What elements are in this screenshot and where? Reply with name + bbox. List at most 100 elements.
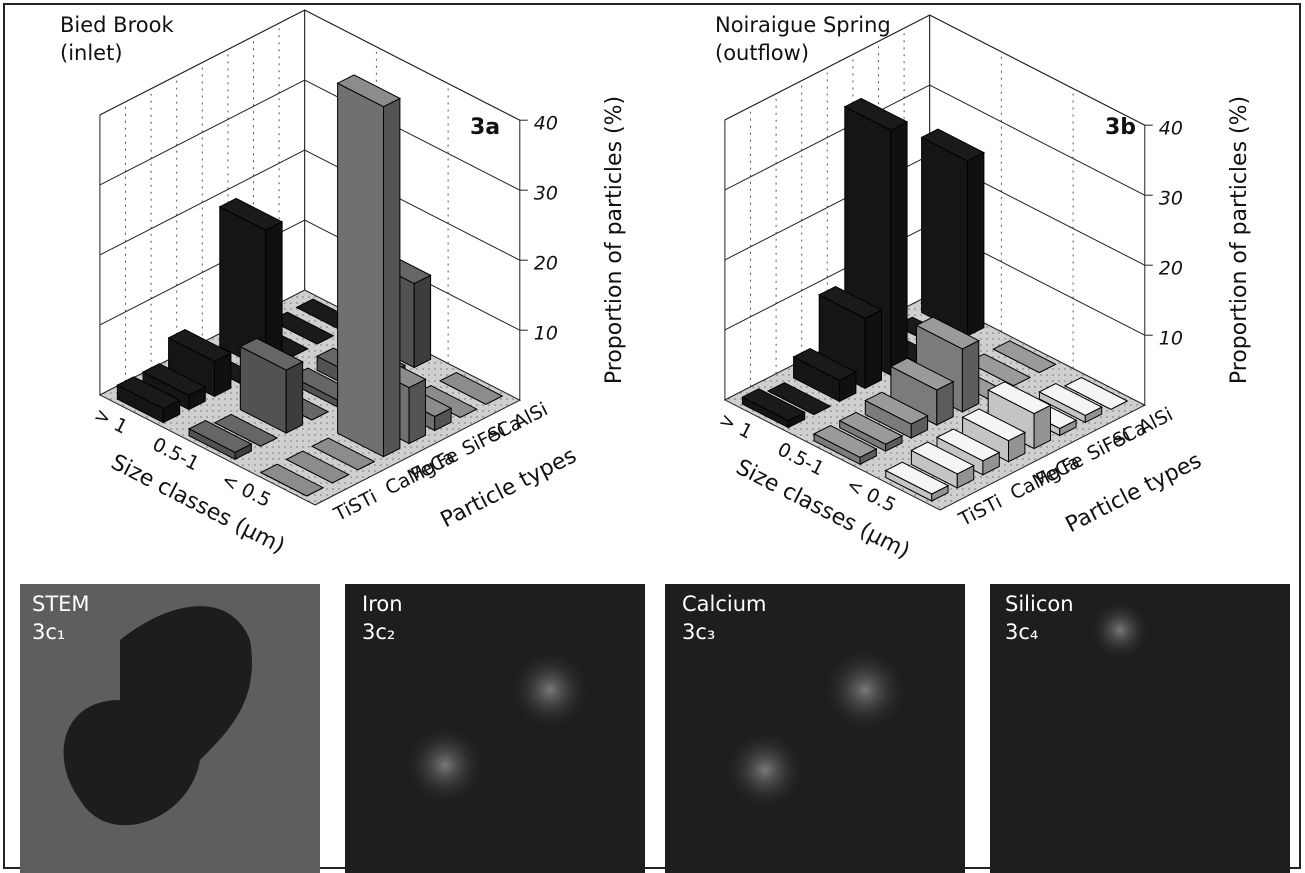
bar-face (967, 151, 985, 337)
grid-line (724, 14, 1146, 126)
bar (961, 408, 1027, 463)
bar (992, 340, 1057, 374)
bar (438, 371, 504, 405)
bar (818, 285, 883, 390)
bar (310, 437, 376, 471)
bar-face (890, 121, 908, 377)
bar-top (818, 285, 883, 319)
bar-top (766, 382, 832, 416)
bar-top (966, 353, 1032, 387)
bar-top (992, 340, 1057, 374)
grid-line (99, 9, 521, 121)
bar-top (285, 450, 350, 484)
bar (884, 461, 950, 502)
bar-top (920, 128, 986, 162)
bar-face (285, 360, 304, 434)
bar-top (961, 408, 1027, 442)
bar-top (935, 428, 1001, 462)
bar (812, 424, 878, 466)
bar-top (884, 461, 950, 495)
bar-top (915, 316, 980, 350)
bar-top (269, 311, 335, 345)
bar (285, 450, 350, 484)
bar-face (921, 136, 968, 337)
image-name: Calcium (682, 592, 767, 616)
bar (259, 463, 325, 497)
bar-top (910, 441, 975, 475)
image-name: STEM (32, 592, 90, 616)
bar-top (116, 376, 181, 410)
particle (63, 606, 252, 826)
bar-top (259, 463, 325, 497)
bar-face (961, 339, 980, 413)
bar-top (239, 337, 304, 371)
bar-top (310, 437, 376, 471)
glow (1090, 600, 1150, 660)
bar-top (438, 371, 504, 405)
bar-top (864, 391, 929, 425)
image-calcium (665, 584, 965, 873)
glow (725, 730, 805, 810)
bar (116, 376, 181, 424)
bar (213, 413, 279, 447)
bar (741, 388, 806, 429)
bar (920, 128, 986, 337)
bar (187, 419, 253, 461)
bar-top (213, 413, 279, 447)
image-label: 3c₄ (1005, 620, 1038, 644)
bar-top (336, 74, 402, 108)
bar (766, 382, 832, 416)
bar (889, 357, 955, 426)
image-row: STEM 3c₁ Iron 3c₂ Calcium 3c₃ Silicon 3c… (20, 584, 1290, 873)
glow (405, 725, 485, 805)
image-name: Iron (362, 592, 403, 616)
bar (239, 337, 304, 434)
bar-face (408, 378, 426, 445)
glow (510, 650, 590, 730)
bar (792, 348, 858, 403)
z-tick-label: 20 (534, 253, 558, 275)
bar-top (843, 97, 909, 131)
z-tick-label: 40 (534, 113, 558, 135)
chart-subtitle: (inlet) (60, 41, 123, 65)
chart-subtitle: (outflow) (715, 41, 809, 65)
bar-top (987, 381, 1052, 415)
image-iron (345, 584, 645, 873)
image-name: Silicon (1005, 592, 1074, 616)
bar (910, 441, 975, 489)
bar-top (741, 388, 806, 422)
image-label: 3c₃ (682, 620, 715, 644)
bar-top (889, 357, 955, 391)
bar (1063, 376, 1129, 410)
chart-title: Bied Brook (60, 13, 174, 37)
bar-face (864, 309, 882, 390)
bar (167, 329, 233, 398)
bar-top (187, 419, 253, 453)
bar-face (383, 97, 401, 458)
z-tick-label: 40 (1159, 118, 1183, 140)
glow (823, 648, 907, 732)
grid-line (99, 79, 521, 191)
bar-face (337, 82, 384, 458)
z-tick-label: 10 (1159, 328, 1183, 350)
z-axis-label: Proportion of particles (%) (1227, 96, 1252, 384)
bar-top (218, 197, 284, 231)
bar-top (838, 411, 904, 445)
bar-top (1063, 376, 1129, 410)
image-label: 3c₂ (362, 620, 395, 644)
chart-title: Noiraigue Spring (715, 13, 891, 37)
bar-top (167, 329, 233, 362)
bar-top (812, 424, 878, 458)
bar (218, 197, 284, 372)
z-tick-label: 30 (534, 183, 558, 205)
bar (1038, 383, 1103, 424)
bar (336, 74, 402, 458)
z-tick-label: 30 (1159, 188, 1183, 210)
grid-line (724, 84, 1146, 196)
panel-label: 3b (1105, 115, 1136, 140)
bar-face (413, 274, 432, 369)
image-label: 3c₁ (32, 620, 65, 644)
